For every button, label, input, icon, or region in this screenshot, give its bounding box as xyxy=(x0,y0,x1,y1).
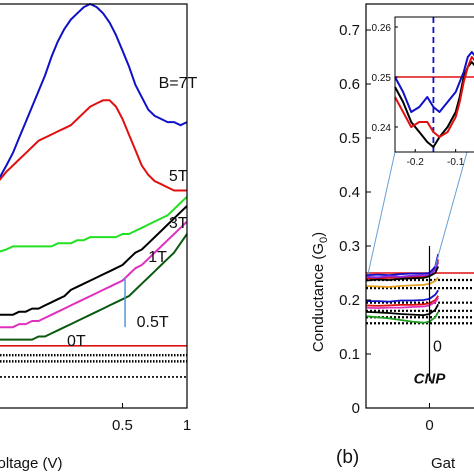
right-series-group xyxy=(365,253,440,324)
left-series-line-3 xyxy=(0,205,188,316)
left-series-line-5 xyxy=(0,233,188,341)
right-x-tick-label-0: 0 xyxy=(425,417,433,434)
right-y-axis-label: Conductance (G0) xyxy=(310,232,330,352)
right-y-tick-label-4: 0.4 xyxy=(339,184,360,201)
left-series-label-4: 0.5T xyxy=(137,314,169,331)
right-y-axis-label-main: Conductance (G xyxy=(310,243,327,352)
left-x-ticks: 0.5 1 xyxy=(112,403,191,434)
right-y-tick-label-3: 0.3 xyxy=(339,238,360,255)
inset-frame xyxy=(394,16,474,153)
left-series-label-3: 1T xyxy=(148,249,167,266)
left-x-tick-label-0: 0.5 xyxy=(112,417,133,434)
inset-background xyxy=(395,17,474,152)
left-series-line-4 xyxy=(0,220,188,329)
left-series-line-1 xyxy=(0,99,187,192)
right-series-line-7 xyxy=(365,303,439,316)
right-y-tick-label-7: 0.7 xyxy=(339,22,360,39)
right-x-ticks: 0 xyxy=(425,403,434,434)
right-y-ticks: 0 0.1 0.2 0.3 0.4 0.5 0.6 0.7 xyxy=(339,22,371,417)
right-series-line-6 xyxy=(365,295,439,307)
right-y-tick-label-6: 0.6 xyxy=(339,76,360,93)
inset-plot: 0.24 0.25 0.26 -0.2 -0.1 xyxy=(372,16,474,168)
right-series-line-5 xyxy=(366,289,439,303)
inset-y-tick-label-0: 0.24 xyxy=(372,123,392,134)
left-reference-lines xyxy=(0,345,187,378)
left-series-group xyxy=(0,3,188,341)
left-series-label-1: 5T xyxy=(169,168,188,185)
right-partial-series-label: 0 xyxy=(433,338,442,355)
inset-callout-line-left xyxy=(367,151,396,275)
right-panel: 00.10.20.30.40.50.60.7 0 Conductance (G0… xyxy=(310,3,474,472)
right-series-line-4 xyxy=(365,276,439,288)
inset-y-tick-label-1: 0.25 xyxy=(372,73,392,84)
inset-x-tick-label-0: -0.2 xyxy=(407,157,425,168)
left-series-line-0 xyxy=(0,3,188,180)
inset-callout-line-right xyxy=(434,151,468,267)
panel-label-b: (b) xyxy=(336,447,359,468)
left-x-axis-label: oltage (V) xyxy=(0,455,63,472)
inset-x-ticks: -0.2 -0.1 xyxy=(407,149,465,168)
inset-y-ticks: 0.24 0.25 0.26 xyxy=(372,23,398,134)
right-y-axis-label-close: ) xyxy=(310,232,327,237)
right-y-tick-label-1: 0.1 xyxy=(339,346,360,363)
right-reference-lines xyxy=(366,272,474,325)
right-plot-frame xyxy=(365,3,474,409)
left-series-label-0: B=7T xyxy=(159,75,198,92)
right-y-tick-label-0: 0 xyxy=(352,400,360,417)
left-series-line-2 xyxy=(0,195,188,253)
right-series-line-9 xyxy=(365,297,439,309)
inset-x-tick-label-1: -0.1 xyxy=(447,157,465,168)
left-x-tick-label-1: 1 xyxy=(183,417,191,434)
cnp-annotation: CNP xyxy=(414,371,447,388)
left-series-label-2: 3T xyxy=(169,215,188,232)
right-y-tick-label-2: 0.2 xyxy=(339,292,360,309)
left-series-label-5: 0T xyxy=(67,333,86,350)
right-series-line-1 xyxy=(365,253,440,277)
inset-y-tick-label-2: 0.26 xyxy=(372,23,392,34)
right-series-line-3 xyxy=(365,266,440,282)
right-series-line-8 xyxy=(365,311,439,324)
right-series-line-2 xyxy=(365,261,440,279)
right-y-tick-label-5: 0.5 xyxy=(339,130,360,147)
left-plot-frame xyxy=(0,3,188,409)
inset-callout-lines xyxy=(367,151,468,275)
right-y-axis-label-subscript: 0 xyxy=(318,237,330,243)
right-x-axis-label: Gat xyxy=(431,455,456,472)
